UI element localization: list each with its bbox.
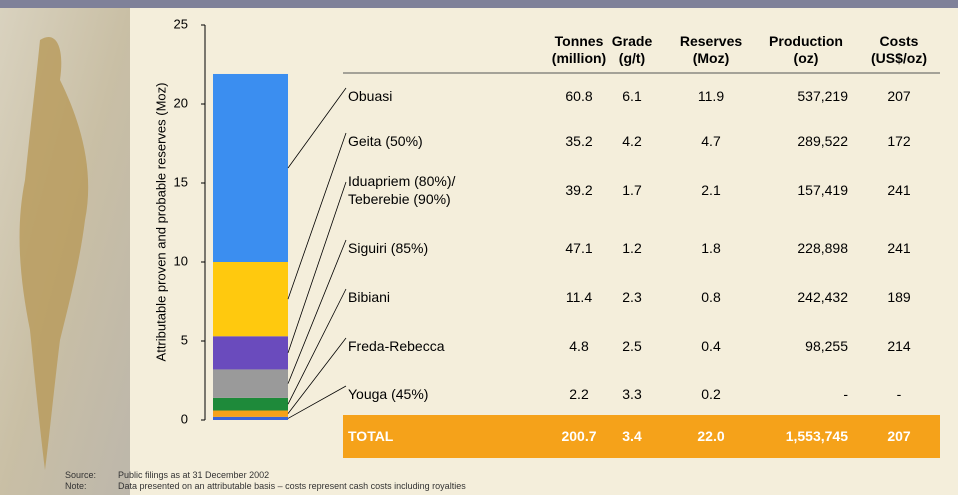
bar-segment bbox=[213, 411, 288, 417]
grade-cell: 1.2 bbox=[622, 239, 641, 257]
production-cell: 242,432 bbox=[797, 288, 848, 306]
column-header: Grade (g/t) bbox=[612, 33, 652, 67]
tonnes-cell: 47.1 bbox=[565, 239, 592, 257]
production-cell: - bbox=[843, 385, 848, 403]
tonnes-cell: 35.2 bbox=[565, 132, 592, 150]
grade-cell: 3.3 bbox=[622, 385, 641, 403]
reserves-cell: 1.8 bbox=[701, 239, 720, 257]
reserves-cell: 2.1 bbox=[701, 181, 720, 199]
leader-line bbox=[288, 289, 346, 404]
reserves-cell: 0.8 bbox=[701, 288, 720, 306]
bar-segment bbox=[213, 369, 288, 397]
production-cell: 289,522 bbox=[797, 132, 848, 150]
grade-cell: 4.2 bbox=[622, 132, 641, 150]
footnote-text: Public filings as at 31 December 2002 bbox=[118, 470, 269, 480]
reserves-cell: 0.2 bbox=[701, 385, 720, 403]
mine-name: Geita (50%) bbox=[348, 132, 423, 150]
grade-cell: 1.7 bbox=[622, 181, 641, 199]
total-cell: 200.7 bbox=[561, 427, 596, 445]
slide: Attributable proven and probable reserve… bbox=[0, 0, 958, 495]
leader-line bbox=[288, 88, 346, 168]
production-cell: 98,255 bbox=[805, 337, 848, 355]
total-cell: 22.0 bbox=[697, 427, 724, 445]
total-cell: 3.4 bbox=[622, 427, 641, 445]
costs-cell: 214 bbox=[887, 337, 910, 355]
tonnes-cell: 39.2 bbox=[565, 181, 592, 199]
footnote-text: Data presented on an attributable basis … bbox=[118, 481, 466, 491]
bar-segment bbox=[213, 336, 288, 369]
bar-segment bbox=[213, 262, 288, 336]
mine-name: Siguiri (85%) bbox=[348, 239, 428, 257]
column-header: Tonnes (million) bbox=[552, 33, 606, 67]
y-tick-label: 15 bbox=[174, 174, 188, 189]
y-tick-label: 0 bbox=[181, 411, 188, 426]
y-tick-label: 20 bbox=[174, 95, 188, 110]
tonnes-cell: 4.8 bbox=[569, 337, 588, 355]
column-header: Production (oz) bbox=[769, 33, 843, 67]
production-cell: 228,898 bbox=[797, 239, 848, 257]
costs-cell: 241 bbox=[887, 181, 910, 199]
leader-line bbox=[288, 133, 346, 299]
total-cell: 207 bbox=[887, 427, 910, 445]
leader-line bbox=[288, 182, 346, 353]
mine-name: Youga (45%) bbox=[348, 385, 428, 403]
costs-cell: 189 bbox=[887, 288, 910, 306]
reserves-cell: 0.4 bbox=[701, 337, 720, 355]
reserves-cell: 11.9 bbox=[698, 87, 724, 105]
column-header: Costs (US$/oz) bbox=[871, 33, 927, 67]
mine-name: Bibiani bbox=[348, 288, 390, 306]
costs-cell: 207 bbox=[887, 87, 910, 105]
footnote-label: Source: bbox=[65, 470, 96, 480]
bar-segment bbox=[213, 417, 288, 420]
bar-segment bbox=[213, 398, 288, 411]
costs-cell: - bbox=[897, 385, 902, 403]
footnote-label: Note: bbox=[65, 481, 87, 491]
grade-cell: 2.3 bbox=[622, 288, 641, 306]
column-header: Reserves (Moz) bbox=[680, 33, 742, 67]
top-strip bbox=[0, 0, 958, 8]
tonnes-cell: 60.8 bbox=[565, 87, 592, 105]
costs-cell: 241 bbox=[887, 239, 910, 257]
bar-segment bbox=[213, 74, 288, 262]
reserves-cell: 4.7 bbox=[701, 132, 720, 150]
mine-name: Obuasi bbox=[348, 87, 392, 105]
grade-cell: 6.1 bbox=[622, 87, 641, 105]
y-tick-label: 10 bbox=[174, 253, 188, 268]
costs-cell: 172 bbox=[887, 132, 910, 150]
production-cell: 537,219 bbox=[797, 87, 848, 105]
y-tick-label: 25 bbox=[174, 16, 188, 31]
mine-name: Freda-Rebecca bbox=[348, 337, 445, 355]
total-cell: TOTAL bbox=[348, 427, 393, 445]
y-axis-label: Attributable proven and probable reserve… bbox=[153, 83, 168, 362]
grade-cell: 2.5 bbox=[622, 337, 641, 355]
tonnes-cell: 2.2 bbox=[569, 385, 588, 403]
y-tick-label: 5 bbox=[181, 332, 188, 347]
total-cell: 1,553,745 bbox=[786, 427, 848, 445]
leader-line bbox=[288, 240, 346, 384]
tonnes-cell: 11.4 bbox=[566, 288, 592, 306]
mine-name: Iduapriem (80%)/ Teberebie (90%) bbox=[348, 172, 455, 208]
production-cell: 157,419 bbox=[797, 181, 848, 199]
